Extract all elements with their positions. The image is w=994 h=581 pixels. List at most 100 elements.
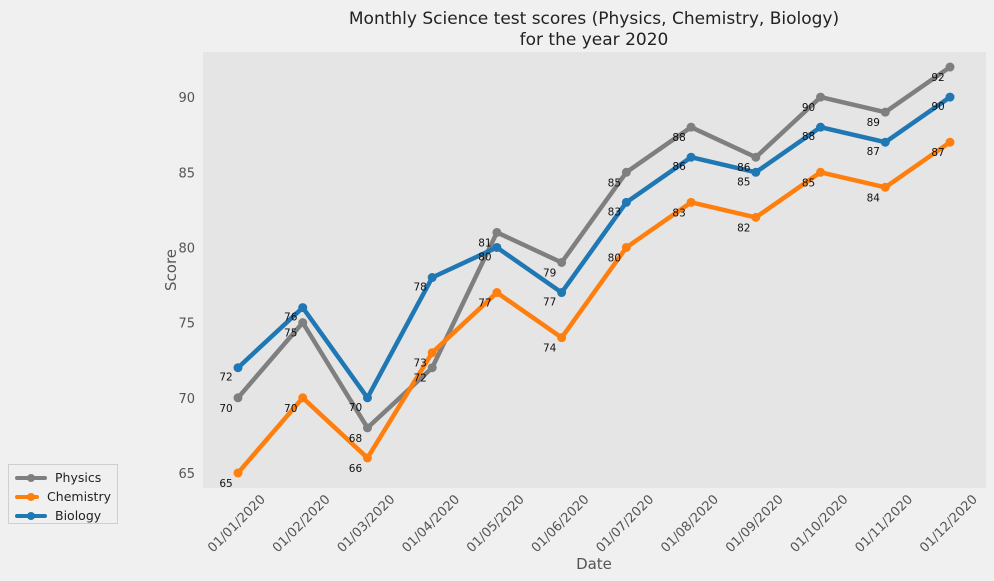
x-tick-label: 01/12/2020 [917,492,981,556]
data-point-biology [686,152,696,162]
legend-label: Biology [55,508,102,523]
chart-title: Monthly Science test scores (Physics, Ch… [349,9,839,29]
data-point-physics [751,152,761,162]
series-line-physics [235,64,953,431]
data-point-physics [492,227,502,237]
chart-subtitle: for the year 2020 [520,30,669,50]
legend-item-chemistry: Chemistry [15,487,111,506]
data-point-biology [427,273,437,283]
data-label-biology: 72 [219,372,232,384]
data-label-biology: 85 [737,176,750,188]
legend-swatch [15,490,40,504]
data-point-chemistry [427,348,437,358]
legend-swatch [15,509,47,523]
y-tick-label: 70 [178,392,195,407]
data-point-physics [557,257,567,267]
data-label-biology: 77 [543,297,556,309]
data-point-chemistry [880,182,890,192]
x-tick-label: 01/03/2020 [335,492,399,556]
data-label-physics: 88 [672,132,685,144]
data-label-physics: 70 [219,403,232,415]
data-label-physics: 81 [478,237,491,249]
legend-item-physics: Physics [15,468,111,487]
data-point-chemistry [686,197,696,207]
data-point-biology [298,303,308,313]
x-tick-label: 01/10/2020 [788,492,852,556]
data-point-physics [686,122,696,132]
data-point-biology [233,363,243,373]
series-line-biology [235,94,953,401]
data-label-biology: 80 [478,251,491,263]
data-point-physics [945,62,955,72]
data-point-biology [945,92,955,102]
data-point-chemistry [816,167,826,177]
data-point-physics [427,363,437,373]
data-point-biology [492,242,502,252]
data-label-physics: 90 [802,102,815,114]
data-label-physics: 72 [413,373,426,385]
x-tick-label: 01/08/2020 [658,492,722,556]
data-label-physics: 85 [608,177,621,189]
data-point-chemistry [751,212,761,222]
data-point-physics [298,318,308,328]
data-point-biology [557,288,567,298]
data-point-chemistry [362,453,372,463]
data-label-physics: 86 [737,162,751,174]
legend-label: Physics [55,470,102,485]
data-label-physics: 75 [284,328,297,340]
data-point-biology [880,137,890,147]
data-label-physics: 89 [867,117,880,129]
x-tick-label: 01/06/2020 [529,492,593,556]
x-axis-label: Date [576,555,612,573]
legend-item-biology: Biology [15,506,111,525]
plot-area [203,52,986,488]
data-point-physics [816,92,826,102]
data-point-chemistry [945,137,955,147]
data-label-biology: 90 [931,101,944,113]
data-label-physics: 92 [931,72,944,84]
y-tick-label: 85 [178,166,195,181]
data-point-chemistry [233,468,243,478]
y-tick-label: 80 [178,241,195,256]
data-label-biology: 83 [608,206,621,218]
data-label-physics: 79 [543,267,556,279]
data-label-chemistry: 80 [608,252,621,264]
data-label-biology: 87 [867,146,880,158]
data-label-biology: 78 [413,282,426,294]
data-point-physics [362,423,372,433]
data-label-chemistry: 83 [672,207,685,219]
data-point-biology [362,393,372,403]
x-tick-label: 01/04/2020 [399,492,463,556]
data-label-chemistry: 84 [867,192,881,204]
legend: Physics Chemistry Biology [8,464,118,524]
data-point-chemistry [621,242,631,252]
x-tick-label: 01/11/2020 [853,492,917,556]
data-label-biology: 70 [349,402,362,414]
x-tick-label: 01/07/2020 [594,492,658,556]
data-point-chemistry [492,288,502,298]
data-label-chemistry: 77 [478,298,491,310]
data-label-chemistry: 66 [349,463,363,475]
data-point-biology [751,167,761,177]
data-label-biology: 86 [672,161,686,173]
x-tick-label: 01/09/2020 [723,492,787,556]
data-label-chemistry: 82 [737,222,750,234]
data-point-chemistry [298,393,308,403]
data-label-biology: 88 [802,131,815,143]
x-tick-label: 01/02/2020 [270,492,334,556]
y-tick-label: 90 [178,91,195,106]
data-label-chemistry: 70 [284,403,297,415]
data-label-chemistry: 85 [802,177,815,189]
data-point-physics [233,393,243,403]
data-point-chemistry [557,333,567,343]
y-tick-label: 75 [178,317,195,332]
y-tick-label: 65 [178,467,195,482]
data-label-chemistry: 87 [931,147,944,159]
legend-label: Chemistry [47,489,111,504]
legend-swatch [15,471,47,485]
x-tick-label: 01/05/2020 [464,492,528,556]
y-axis-label: Score [162,249,180,291]
data-point-physics [621,167,631,177]
